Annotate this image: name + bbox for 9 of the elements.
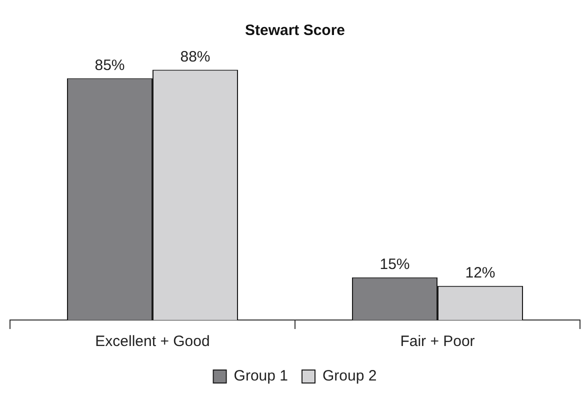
x-tick-label: Excellent + Good: [95, 333, 210, 350]
data-label: 12%: [465, 264, 496, 282]
data-label: 88%: [180, 48, 210, 66]
x-tick-label: Fair + Poor: [400, 333, 475, 350]
data-label: 85%: [94, 56, 125, 74]
legend-label: Group 1: [234, 368, 288, 385]
chart-title: Stewart Score: [244, 22, 346, 40]
data-label: 15%: [380, 256, 410, 273]
legend-label: Group 2: [322, 368, 377, 385]
